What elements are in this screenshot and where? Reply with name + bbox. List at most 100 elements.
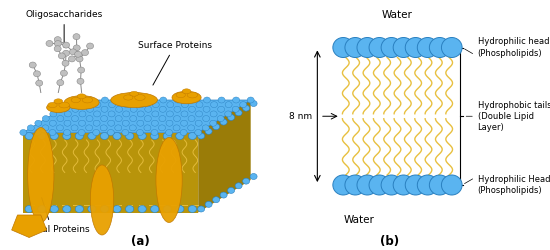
Circle shape bbox=[69, 49, 76, 55]
Circle shape bbox=[63, 50, 69, 56]
Circle shape bbox=[79, 111, 86, 117]
Circle shape bbox=[243, 105, 250, 111]
Ellipse shape bbox=[124, 95, 133, 100]
Circle shape bbox=[176, 132, 184, 140]
Circle shape bbox=[130, 116, 137, 121]
Polygon shape bbox=[12, 215, 47, 238]
Text: Hydrophilic Head
(Phospholipids): Hydrophilic Head (Phospholipids) bbox=[477, 175, 550, 195]
Circle shape bbox=[125, 132, 134, 140]
Circle shape bbox=[159, 116, 166, 121]
Circle shape bbox=[430, 38, 450, 58]
Circle shape bbox=[189, 106, 195, 112]
Ellipse shape bbox=[135, 94, 145, 100]
Circle shape bbox=[211, 102, 218, 108]
Circle shape bbox=[417, 38, 438, 58]
Circle shape bbox=[115, 116, 122, 121]
Circle shape bbox=[125, 206, 134, 212]
Circle shape bbox=[333, 175, 354, 195]
Circle shape bbox=[196, 102, 203, 108]
Circle shape bbox=[101, 97, 108, 103]
Ellipse shape bbox=[172, 91, 201, 104]
Circle shape bbox=[243, 178, 250, 184]
Circle shape bbox=[50, 111, 57, 117]
Circle shape bbox=[75, 206, 84, 212]
Circle shape bbox=[72, 106, 79, 112]
Ellipse shape bbox=[71, 98, 80, 102]
Circle shape bbox=[54, 37, 61, 43]
Circle shape bbox=[151, 206, 159, 212]
Circle shape bbox=[442, 175, 462, 195]
Circle shape bbox=[94, 111, 101, 117]
Circle shape bbox=[218, 106, 224, 112]
Ellipse shape bbox=[82, 97, 93, 103]
Text: Oligosaccharides: Oligosaccharides bbox=[25, 10, 103, 47]
Ellipse shape bbox=[54, 99, 63, 104]
Circle shape bbox=[42, 125, 49, 131]
Circle shape bbox=[57, 106, 64, 112]
Circle shape bbox=[100, 125, 107, 131]
Circle shape bbox=[64, 120, 71, 126]
Circle shape bbox=[160, 106, 166, 112]
Circle shape bbox=[430, 175, 450, 195]
Circle shape bbox=[357, 175, 378, 195]
Circle shape bbox=[417, 175, 438, 195]
Circle shape bbox=[144, 125, 151, 131]
Circle shape bbox=[188, 206, 196, 212]
Ellipse shape bbox=[111, 92, 157, 108]
Circle shape bbox=[79, 120, 86, 126]
Circle shape bbox=[20, 130, 27, 136]
Ellipse shape bbox=[90, 165, 114, 235]
Circle shape bbox=[176, 206, 184, 212]
Circle shape bbox=[88, 132, 96, 140]
Circle shape bbox=[181, 111, 188, 117]
Ellipse shape bbox=[48, 102, 57, 108]
Circle shape bbox=[405, 175, 426, 195]
Circle shape bbox=[129, 125, 136, 131]
Circle shape bbox=[46, 40, 53, 46]
Ellipse shape bbox=[77, 94, 86, 99]
Circle shape bbox=[101, 116, 108, 121]
Circle shape bbox=[188, 125, 195, 131]
Circle shape bbox=[217, 116, 224, 121]
Circle shape bbox=[93, 130, 100, 136]
Circle shape bbox=[123, 111, 130, 117]
Circle shape bbox=[235, 183, 242, 189]
Circle shape bbox=[205, 128, 212, 134]
Circle shape bbox=[189, 97, 196, 103]
Circle shape bbox=[442, 38, 462, 58]
Circle shape bbox=[86, 116, 93, 121]
Polygon shape bbox=[23, 132, 198, 212]
Circle shape bbox=[88, 206, 96, 212]
Circle shape bbox=[145, 106, 152, 112]
Ellipse shape bbox=[59, 102, 69, 108]
Circle shape bbox=[145, 97, 152, 103]
Text: Integral Proteins: Integral Proteins bbox=[15, 198, 89, 234]
Circle shape bbox=[167, 111, 173, 117]
Text: Hydrophobic tails
(Double Lipid
Layer): Hydrophobic tails (Double Lipid Layer) bbox=[477, 101, 550, 132]
Circle shape bbox=[73, 45, 80, 51]
Circle shape bbox=[232, 106, 239, 112]
Circle shape bbox=[72, 116, 79, 121]
Circle shape bbox=[62, 60, 69, 66]
Circle shape bbox=[63, 42, 69, 48]
Circle shape bbox=[235, 110, 242, 116]
Circle shape bbox=[369, 38, 390, 58]
Circle shape bbox=[233, 97, 240, 103]
Circle shape bbox=[381, 38, 402, 58]
Circle shape bbox=[250, 174, 257, 180]
Circle shape bbox=[107, 130, 114, 136]
Circle shape bbox=[163, 132, 172, 140]
Circle shape bbox=[101, 132, 108, 140]
Text: Water: Water bbox=[382, 10, 413, 20]
Circle shape bbox=[116, 106, 123, 112]
Circle shape bbox=[173, 125, 180, 131]
Text: Water: Water bbox=[343, 215, 374, 225]
Circle shape bbox=[113, 132, 121, 140]
Circle shape bbox=[381, 175, 402, 195]
Circle shape bbox=[158, 125, 166, 131]
Circle shape bbox=[72, 97, 79, 103]
Circle shape bbox=[204, 97, 211, 103]
Text: (b): (b) bbox=[380, 234, 399, 248]
Circle shape bbox=[180, 130, 187, 136]
Circle shape bbox=[160, 97, 167, 103]
